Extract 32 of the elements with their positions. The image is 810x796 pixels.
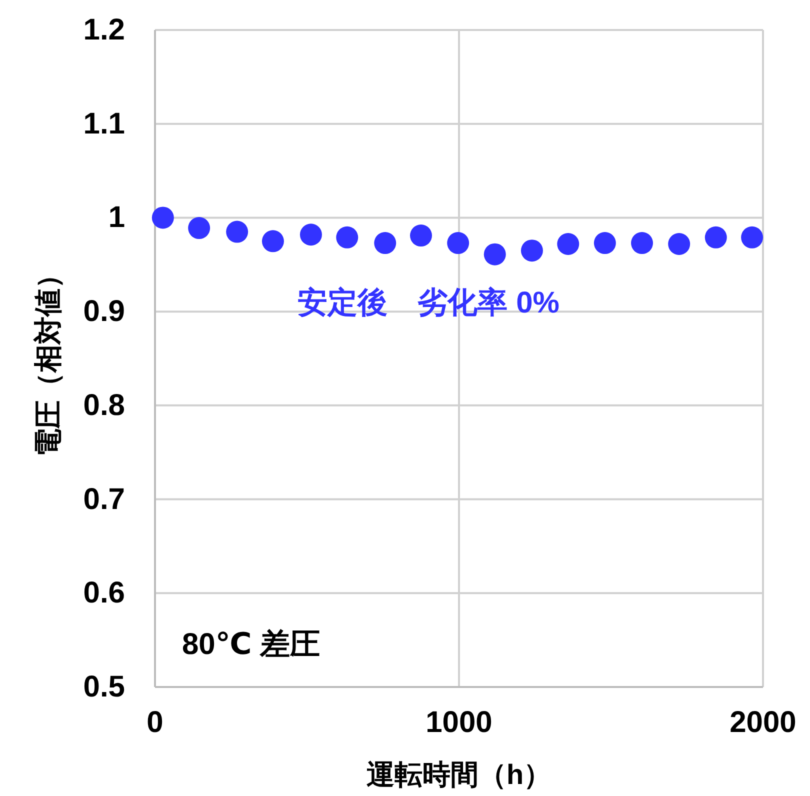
y-tick-label: 0.8 [83,388,125,422]
y-tick-label: 1.1 [83,107,125,140]
point [520,240,543,262]
annotation: 80℃ 差圧 [182,628,320,662]
point [300,224,322,246]
x-tick-label: 1000 [426,706,492,739]
y-tick-label: 1.2 [83,14,125,46]
y-tick-label: 1 [108,201,125,234]
point [631,232,654,254]
y-axis-title: 電圧（相対値） [32,260,64,456]
point [704,226,727,248]
point [668,232,690,255]
point [152,206,174,229]
point [741,226,764,248]
point [557,232,580,255]
x-axis-title: 運転時間（h） [366,759,552,790]
point [188,217,210,240]
y-tick-label: 0.6 [83,576,125,610]
point [262,230,284,252]
point [447,232,470,254]
y-tick-label: 0.7 [83,482,125,516]
point [594,232,616,254]
point [226,220,248,243]
annotation: 安定後 劣化率 0% [298,286,560,320]
x-tick-label: 2000 [730,706,796,739]
point [336,226,358,248]
y-tick-label: 0.9 [83,295,125,328]
point [374,232,396,254]
x-tick-label: 0 [146,706,164,739]
y-tick-label: 0.5 [83,670,125,704]
point [410,224,432,247]
point [484,243,506,266]
